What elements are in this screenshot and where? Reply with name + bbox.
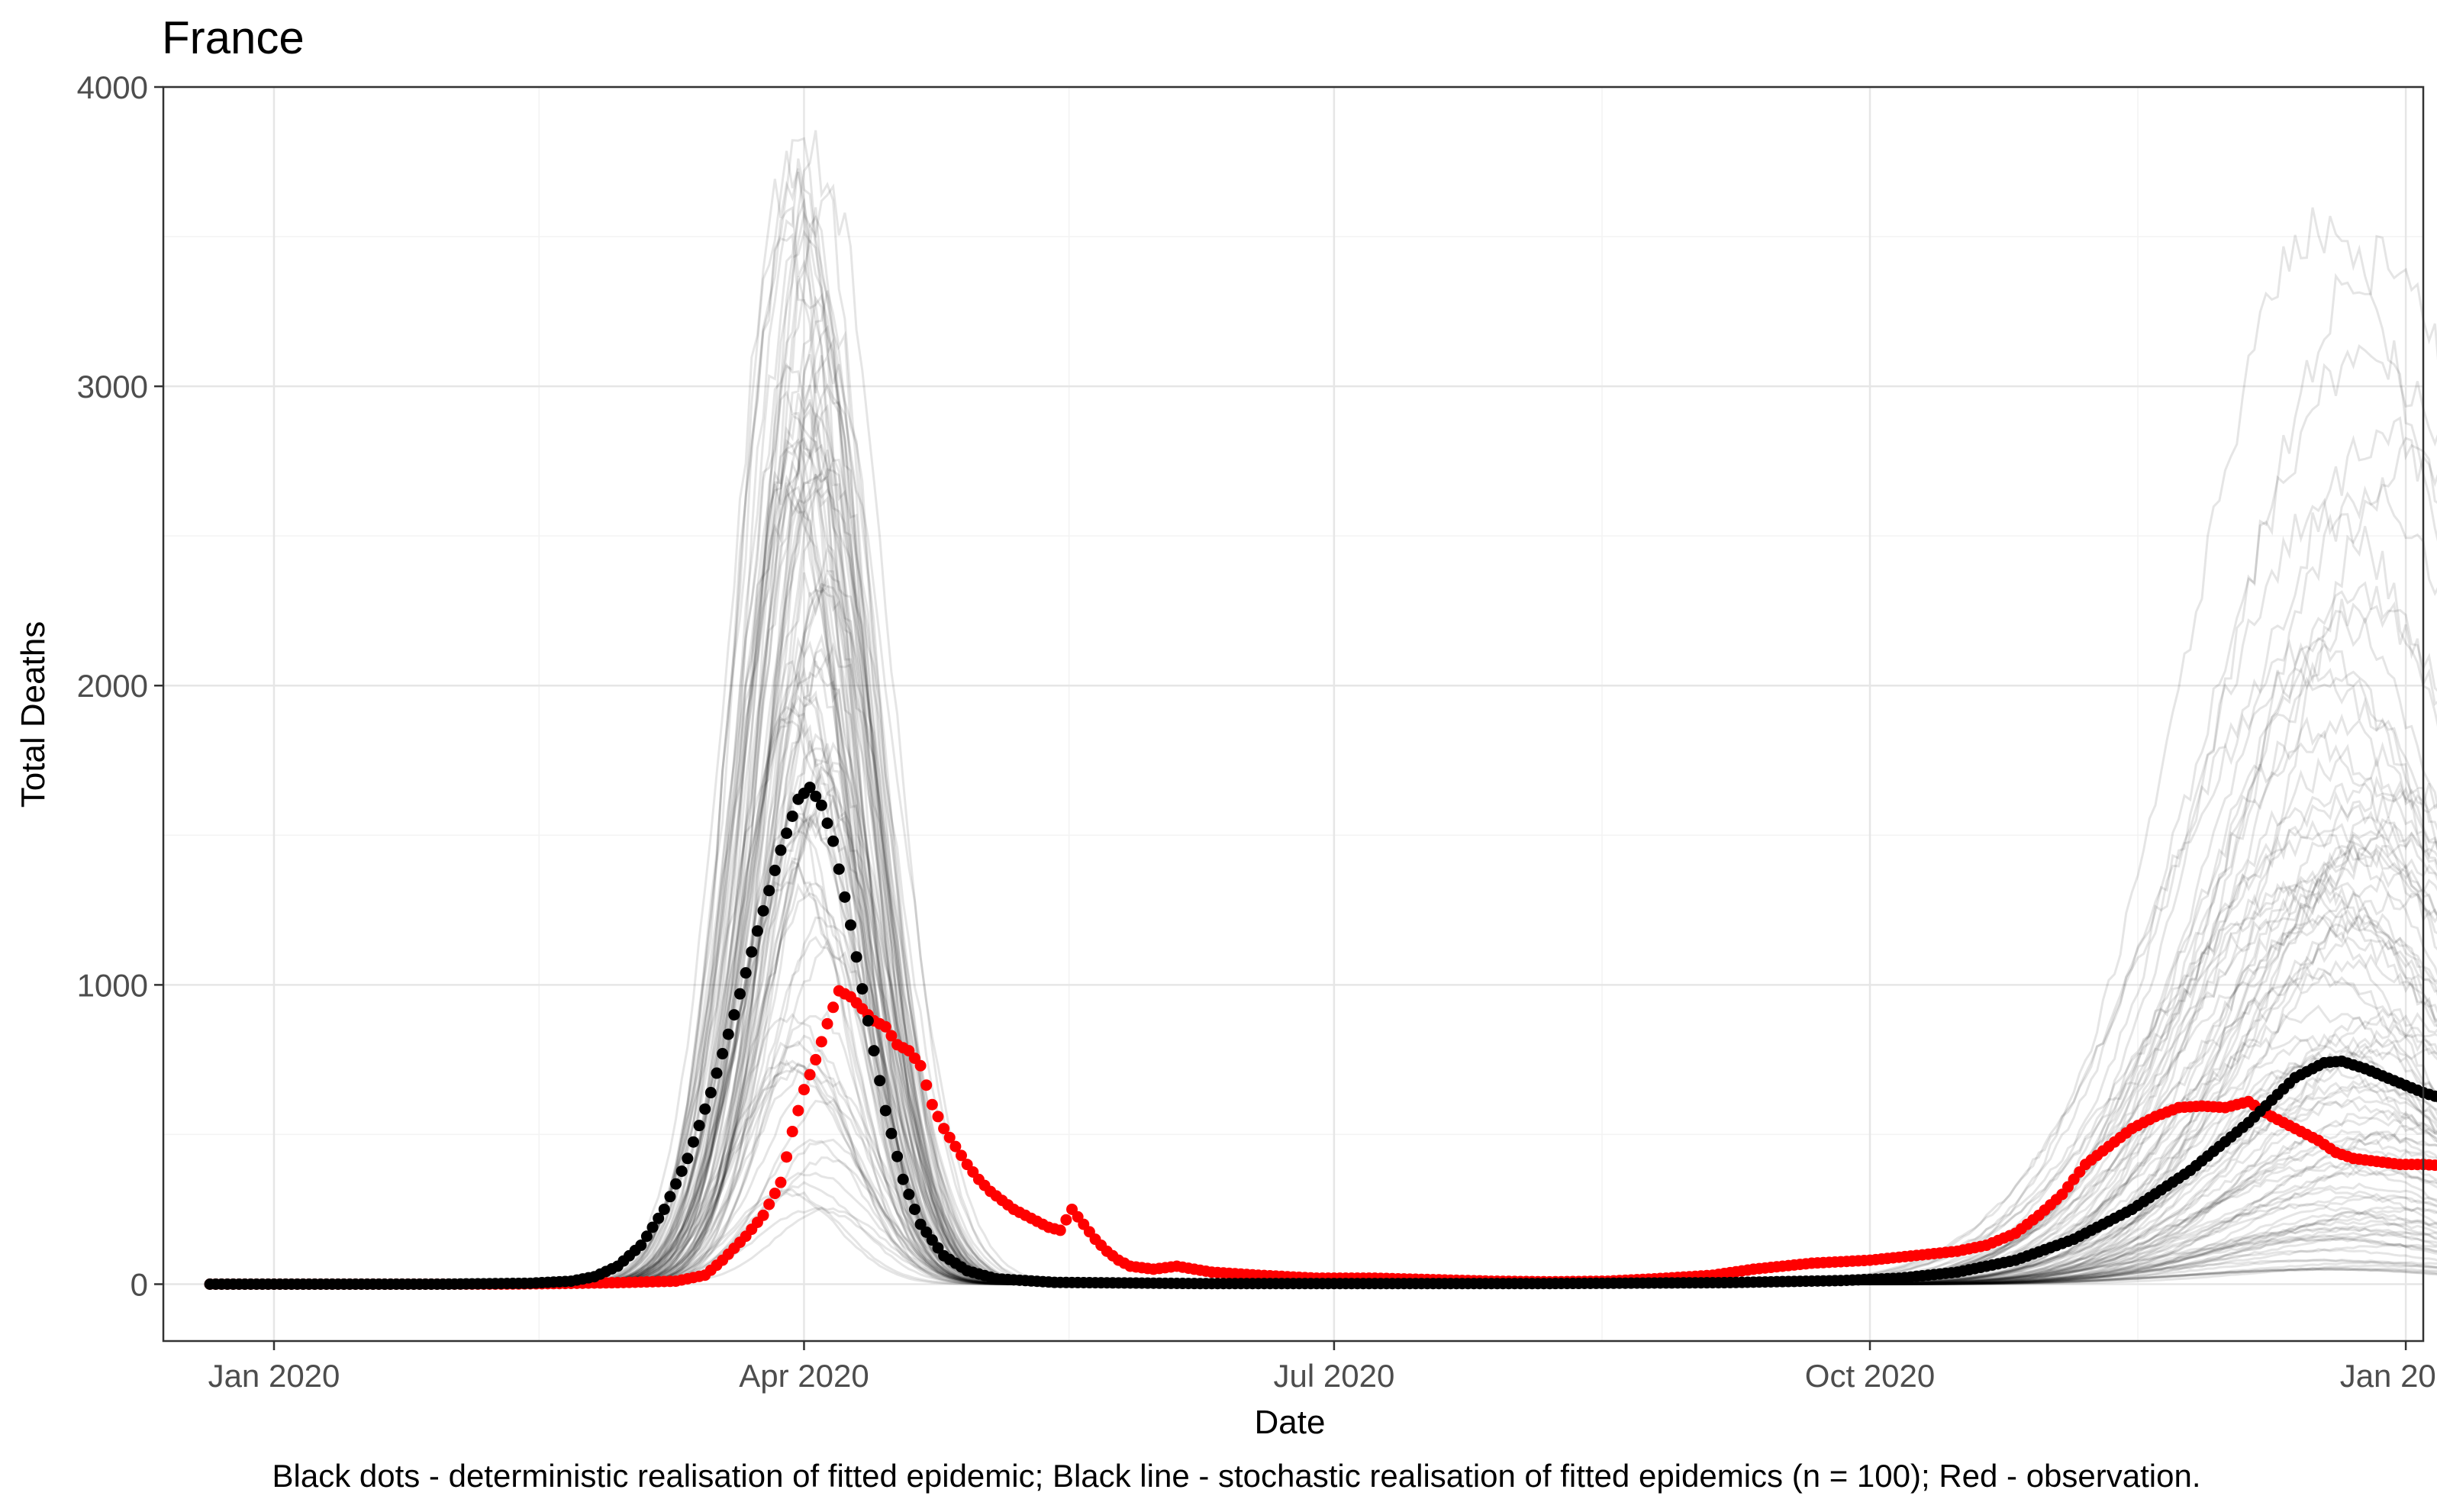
observation-dot	[804, 1069, 816, 1081]
deterministic-dot	[926, 1234, 938, 1246]
minor-gridlines	[163, 87, 2423, 1341]
x-axis: Jan 2020 Apr 2020 Jul 2020 Oct 2020 Jan 2021	[208, 1341, 2437, 1394]
deterministic-dot	[786, 810, 798, 822]
deterministic-dot	[728, 1009, 740, 1021]
deterministic-dot	[699, 1103, 711, 1115]
x-tick-label: Jul 2020	[1274, 1358, 1395, 1394]
deterministic-dot	[897, 1173, 909, 1185]
deterministic-dot	[658, 1203, 670, 1215]
deterministic-dot	[2429, 1090, 2437, 1102]
panel-border	[162, 85, 2425, 1343]
y-tick-label: 2000	[77, 668, 148, 704]
x-axis-label: Date	[1255, 1404, 1326, 1441]
deterministic-dot	[646, 1221, 659, 1233]
deterministic-dot	[833, 863, 845, 875]
deterministic-dot	[2435, 1093, 2437, 1103]
deterministic-dot	[914, 1218, 927, 1230]
deterministic-dot	[687, 1136, 699, 1148]
observation-dot	[949, 1140, 962, 1153]
deterministic-dot	[653, 1212, 665, 1224]
deterministic-dot	[903, 1188, 915, 1201]
deterministic-dot	[850, 951, 862, 963]
deterministic-dot	[751, 925, 763, 937]
observation-dot	[879, 1020, 891, 1033]
deterministic-dot	[746, 946, 758, 958]
deterministic-dot	[682, 1153, 694, 1165]
deterministic-dot	[693, 1120, 705, 1132]
deterministic-dot	[675, 1165, 688, 1177]
observation-dot	[956, 1149, 968, 1162]
y-tick-label: 0	[131, 1266, 148, 1302]
deterministic-dot	[664, 1191, 676, 1203]
deterministic-dot	[862, 1014, 874, 1027]
x-tick-label: Oct 2020	[1805, 1358, 1935, 1394]
deterministic-dot	[879, 1104, 891, 1117]
observation-dot	[938, 1123, 950, 1135]
observation-dot	[920, 1079, 933, 1091]
x-tick-label: Apr 2020	[739, 1358, 869, 1394]
deterministic-dot	[704, 1087, 717, 1099]
observation-dot	[914, 1059, 927, 1072]
deterministic-dot	[932, 1242, 944, 1254]
deterministic-dot	[856, 983, 869, 995]
observation-dot	[798, 1084, 810, 1096]
deterministic-dot	[868, 1045, 880, 1057]
observation-dot	[2429, 1159, 2437, 1172]
deterministic-dot	[717, 1048, 729, 1060]
y-tick-label: 4000	[77, 69, 148, 105]
observation-dot	[2435, 1161, 2437, 1170]
chart-title: France	[162, 12, 305, 63]
observation-dot	[769, 1188, 781, 1200]
deterministic-dot	[781, 827, 793, 840]
deterministic-dot	[734, 988, 746, 1000]
observation-dot	[827, 1001, 840, 1014]
y-tick-label: 3000	[77, 369, 148, 405]
y-axis-label: Total Deaths	[15, 621, 52, 808]
observation-dot	[885, 1030, 898, 1042]
observation-dot	[810, 1053, 822, 1065]
observation-dot	[786, 1126, 798, 1138]
deterministic-dot	[757, 904, 769, 917]
deterministic-dot	[815, 799, 827, 811]
observation-dot	[821, 1017, 833, 1030]
deterministic-dot	[711, 1067, 723, 1079]
observation-dot	[1054, 1224, 1066, 1236]
deterministic-dot	[827, 835, 840, 847]
deterministic-dot	[839, 891, 851, 903]
deterministic-dot	[640, 1230, 653, 1243]
observation-dot	[815, 1036, 827, 1048]
deterministic-dot	[740, 967, 752, 979]
deterministic-dot	[891, 1150, 904, 1162]
deterministic-dot	[670, 1178, 682, 1190]
deterministic-dot	[874, 1075, 886, 1087]
observation-dot	[943, 1131, 956, 1143]
observation-dot	[1060, 1214, 1072, 1226]
deterministic-dot	[821, 817, 833, 830]
deterministic-dot	[763, 885, 775, 897]
y-axis: 0 1000 2000 3000 4000	[77, 69, 163, 1302]
chart-caption: Black dots - deterministic realisation o…	[272, 1458, 2201, 1494]
deterministic-dot	[920, 1226, 933, 1238]
x-tick-label: Jan 2020	[208, 1358, 340, 1394]
deterministic-dot	[635, 1240, 647, 1252]
deterministic-dot	[845, 919, 857, 931]
deterministic-dot	[908, 1203, 920, 1215]
observation-dot	[775, 1176, 787, 1188]
observation-dot	[757, 1209, 769, 1221]
deterministic-series	[204, 782, 2437, 1290]
deterministic-dot	[810, 790, 822, 802]
observation-dot	[781, 1151, 793, 1163]
observation-dot	[763, 1198, 775, 1211]
deterministic-dot	[769, 864, 781, 876]
deterministic-dot	[804, 782, 816, 794]
x-tick-label: Jan 2021	[2340, 1358, 2437, 1394]
observation-dot	[926, 1098, 938, 1111]
deterministic-dot	[722, 1028, 734, 1040]
observation-dot	[792, 1104, 804, 1117]
deterministic-dot	[775, 844, 787, 856]
observation-dot	[932, 1111, 944, 1123]
y-tick-label: 1000	[77, 967, 148, 1003]
deterministic-dot	[885, 1127, 898, 1140]
